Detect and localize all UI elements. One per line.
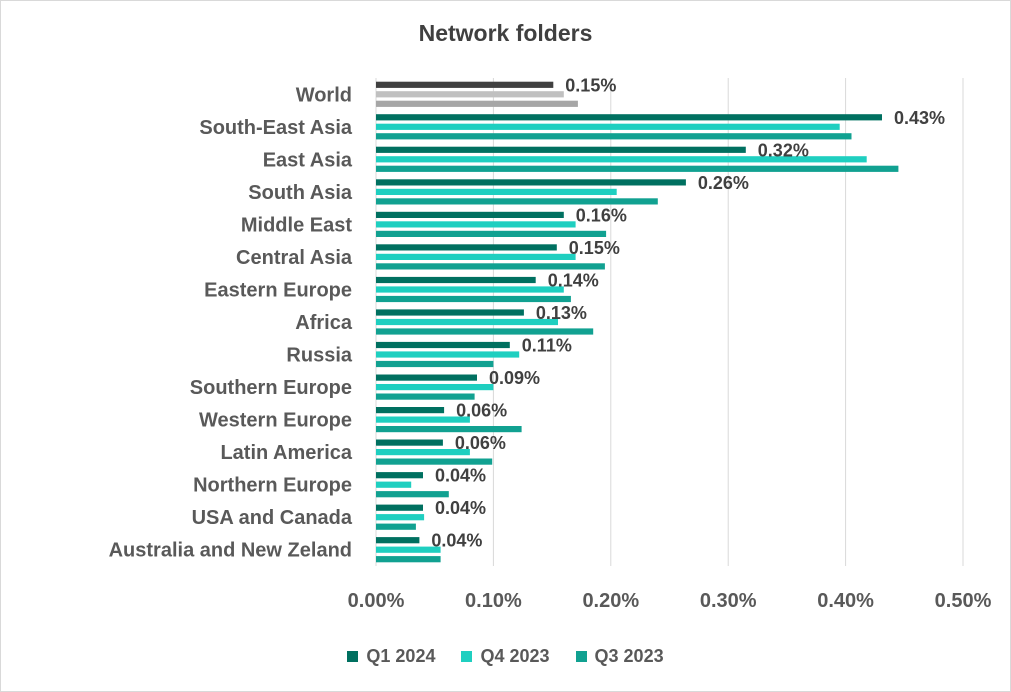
bar-q4-2023 — [376, 286, 564, 293]
x-tick-label: 0.00% — [348, 590, 405, 612]
bar-q3-2023 — [376, 491, 449, 498]
data-label: 0.15% — [565, 75, 616, 95]
bar-q3-2023 — [376, 556, 441, 563]
legend-label: Q1 2024 — [366, 646, 436, 666]
category-label: South Asia — [248, 182, 353, 204]
bar-q3-2023 — [376, 393, 475, 400]
bar-q1-2024 — [376, 179, 686, 186]
bar-q1-2024 — [376, 244, 557, 251]
legend: Q1 2024 Q4 2023 Q3 2023 — [0, 646, 1011, 667]
bar-q4-2023 — [376, 416, 470, 423]
legend-swatch — [347, 651, 359, 662]
bar-q1-2024 — [376, 309, 524, 316]
legend-label: Q3 2023 — [594, 646, 664, 666]
bar-q1-2024 — [376, 504, 423, 511]
bar-q1-2024 — [376, 276, 536, 284]
bar-q3-2023 — [376, 263, 605, 270]
legend-label: Q4 2023 — [480, 646, 550, 666]
x-tick-label: 0.10% — [465, 590, 522, 612]
data-label: 0.06% — [455, 433, 506, 453]
data-label: 0.43% — [894, 108, 945, 128]
category-label: Middle East — [241, 214, 352, 236]
bar-q1-2024 — [376, 114, 882, 121]
bar-q1-2024 — [376, 81, 554, 88]
bar-q3-2023 — [376, 295, 571, 303]
x-tick-label: 0.40% — [817, 590, 874, 612]
bar-q4-2023 — [376, 156, 867, 163]
bar-q1-2024 — [376, 537, 420, 544]
bar-q1-2024 — [376, 374, 477, 381]
bar-q3-2023 — [376, 198, 658, 205]
data-label: 0.16% — [576, 205, 627, 225]
bar-q4-2023 — [376, 91, 564, 98]
legend-item: Q4 2023 — [461, 646, 550, 667]
category-label: Central Asia — [236, 247, 353, 269]
legend-swatch — [461, 651, 473, 662]
bar-q3-2023 — [376, 426, 522, 433]
legend-swatch — [575, 651, 587, 662]
category-label: Latin America — [220, 442, 352, 464]
bar-q3-2023 — [376, 100, 578, 107]
x-tick-label: 0.50% — [935, 590, 992, 612]
bar-q1-2024 — [376, 472, 423, 479]
category-label: South-East Asia — [199, 117, 352, 139]
bar-q3-2023 — [376, 328, 594, 335]
data-label: 0.06% — [456, 401, 507, 421]
category-label: World — [296, 84, 352, 106]
bar-q3-2023 — [376, 230, 607, 237]
bar-q1-2024 — [376, 146, 746, 153]
bar-q4-2023 — [376, 188, 617, 195]
bar-q4-2023 — [376, 221, 576, 228]
bar-q4-2023 — [376, 351, 520, 358]
category-label: Northern Europe — [193, 475, 352, 497]
data-label: 0.13% — [536, 303, 587, 323]
bar-q4-2023 — [376, 449, 470, 456]
data-label: 0.09% — [489, 368, 540, 388]
bar-q4-2023 — [376, 481, 412, 488]
bar-q4-2023 — [376, 318, 558, 326]
category-label: Southern Europe — [190, 377, 352, 399]
bar-q1-2024 — [376, 341, 510, 349]
data-label: 0.15% — [569, 238, 620, 258]
data-label: 0.04% — [431, 531, 482, 551]
category-label: Western Europe — [199, 410, 352, 432]
bar-q3-2023 — [376, 523, 416, 530]
data-label: 0.32% — [758, 140, 809, 160]
bar-q1-2024 — [376, 211, 564, 218]
bar-q4-2023 — [376, 546, 441, 553]
bar-q4-2023 — [376, 384, 494, 391]
bar-q3-2023 — [376, 165, 899, 172]
bar-q3-2023 — [376, 133, 852, 140]
category-label: Russia — [286, 345, 352, 367]
bar-q3-2023 — [376, 360, 494, 368]
bar-q1-2024 — [376, 407, 445, 414]
category-label: Africa — [295, 312, 353, 334]
bar-q1-2024 — [376, 439, 443, 446]
data-label: 0.04% — [435, 498, 486, 518]
bar-q3-2023 — [376, 458, 493, 465]
bar-q4-2023 — [376, 123, 840, 130]
data-label: 0.11% — [522, 336, 572, 356]
category-label: Eastern Europe — [204, 280, 352, 302]
x-tick-label: 0.30% — [700, 590, 757, 612]
category-label: Australia and New Zeland — [109, 540, 352, 562]
legend-item: Q3 2023 — [575, 646, 664, 667]
bar-q4-2023 — [376, 253, 576, 260]
bar-q4-2023 — [376, 514, 425, 521]
x-tick-label: 0.20% — [582, 590, 639, 612]
chart-title: Network folders — [418, 20, 593, 46]
data-label: 0.14% — [548, 271, 599, 291]
category-label: East Asia — [263, 149, 353, 171]
legend-item: Q1 2024 — [347, 646, 435, 667]
data-label: 0.04% — [435, 466, 486, 486]
category-label: USA and Canada — [192, 507, 353, 529]
data-label: 0.26% — [698, 173, 749, 193]
